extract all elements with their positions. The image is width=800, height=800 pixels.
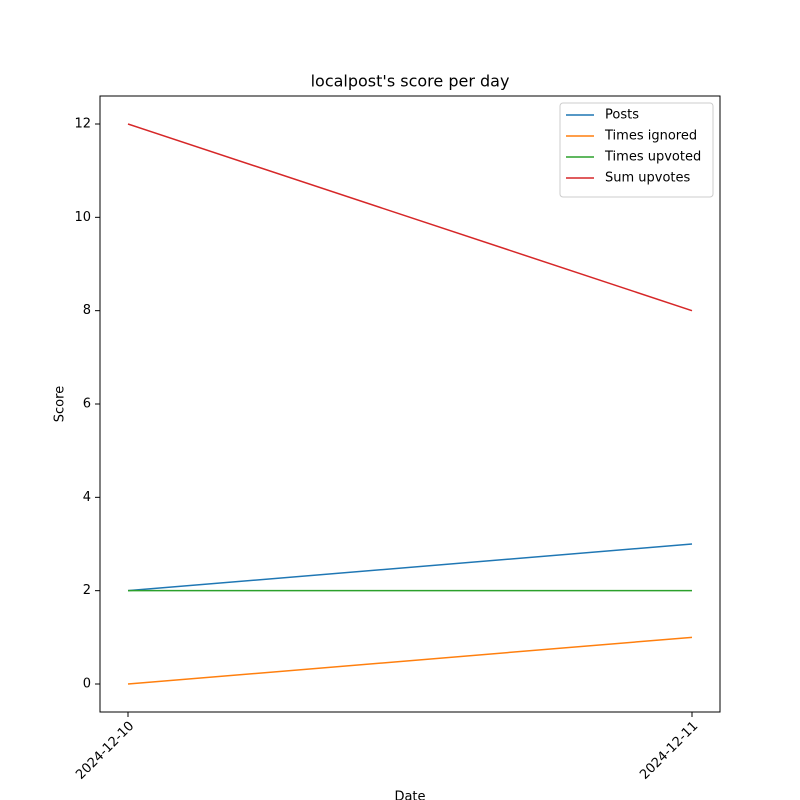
legend-label: Posts (605, 108, 639, 123)
x-tick-label: 2024-12-10 (73, 719, 137, 783)
y-axis-label: Score (53, 386, 68, 422)
y-tick-label: 12 (74, 117, 91, 132)
y-tick-label: 10 (74, 210, 91, 225)
x-tick-label: 2024-12-11 (637, 719, 701, 783)
y-tick-label: 4 (83, 490, 91, 505)
legend-label: Times upvoted (604, 150, 701, 165)
y-tick-label: 8 (83, 303, 91, 318)
y-tick-label: 6 (83, 397, 91, 412)
series-line (127, 123, 693, 312)
series-line (127, 636, 693, 685)
legend-label: Sum upvotes (605, 171, 691, 186)
x-axis-label: Date (394, 790, 425, 800)
y-tick-label: 2 (83, 583, 91, 598)
plot-frame (99, 95, 721, 713)
y-tick-label: 0 (83, 677, 91, 692)
series-line (127, 543, 693, 592)
legend-box (559, 102, 714, 198)
chart-title: localpost's score per day (311, 72, 510, 91)
legend-label: Times ignored (604, 129, 697, 144)
